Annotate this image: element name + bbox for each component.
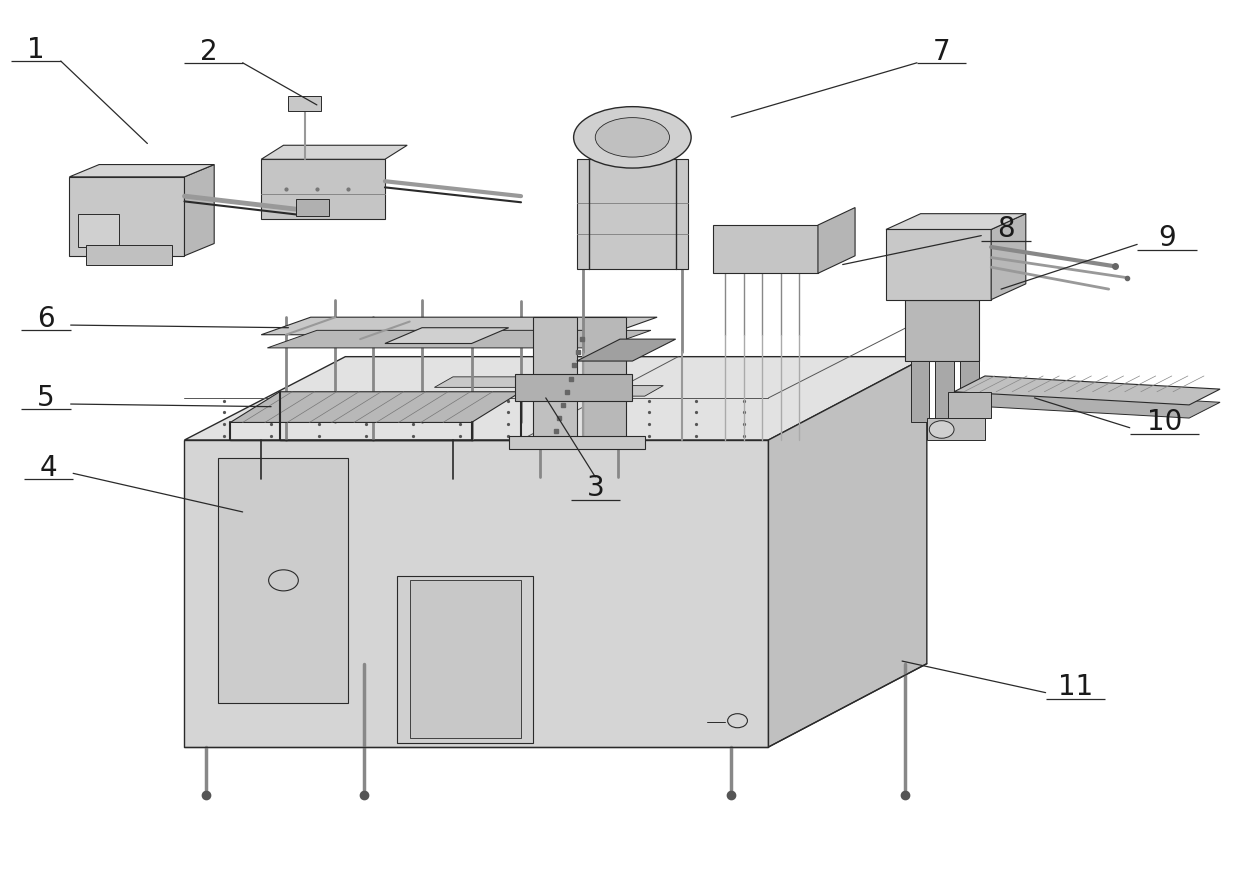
Polygon shape <box>887 230 991 300</box>
Polygon shape <box>69 165 215 177</box>
Polygon shape <box>86 246 172 265</box>
Polygon shape <box>954 376 1220 405</box>
Polygon shape <box>769 356 926 747</box>
Text: 4: 4 <box>40 454 57 482</box>
Polygon shape <box>78 214 119 247</box>
Polygon shape <box>904 300 978 361</box>
Text: 7: 7 <box>932 38 951 66</box>
Circle shape <box>929 421 954 438</box>
Polygon shape <box>262 145 407 159</box>
Polygon shape <box>231 392 521 422</box>
Polygon shape <box>960 361 978 422</box>
Polygon shape <box>185 165 215 256</box>
Polygon shape <box>262 317 657 334</box>
Polygon shape <box>69 177 185 256</box>
Text: 10: 10 <box>1147 408 1182 436</box>
Text: 6: 6 <box>37 305 55 333</box>
Ellipse shape <box>595 118 670 158</box>
Polygon shape <box>296 199 330 216</box>
Text: 8: 8 <box>997 216 1014 244</box>
Text: 9: 9 <box>1158 224 1176 253</box>
Polygon shape <box>397 576 533 743</box>
Text: 2: 2 <box>201 38 218 66</box>
Polygon shape <box>185 356 926 440</box>
Polygon shape <box>508 436 645 449</box>
Polygon shape <box>713 225 818 274</box>
Polygon shape <box>515 374 632 400</box>
Polygon shape <box>926 418 985 440</box>
Polygon shape <box>954 389 1220 418</box>
Polygon shape <box>583 317 626 440</box>
Text: 1: 1 <box>27 35 45 63</box>
Polygon shape <box>268 330 651 348</box>
Polygon shape <box>818 208 856 274</box>
Text: 5: 5 <box>37 384 55 412</box>
Polygon shape <box>577 159 688 269</box>
Polygon shape <box>887 214 1025 230</box>
Text: 3: 3 <box>587 474 604 502</box>
Polygon shape <box>991 214 1025 300</box>
Polygon shape <box>910 361 929 422</box>
Polygon shape <box>185 440 769 747</box>
Polygon shape <box>289 96 321 111</box>
Polygon shape <box>577 339 676 361</box>
Polygon shape <box>384 327 508 343</box>
Polygon shape <box>262 159 384 219</box>
Text: 11: 11 <box>1058 673 1092 701</box>
Polygon shape <box>533 385 663 396</box>
Polygon shape <box>434 377 539 387</box>
Polygon shape <box>947 392 991 418</box>
Polygon shape <box>533 317 577 440</box>
Polygon shape <box>218 458 347 703</box>
Polygon shape <box>935 361 954 422</box>
Ellipse shape <box>574 106 691 168</box>
Polygon shape <box>409 580 521 738</box>
